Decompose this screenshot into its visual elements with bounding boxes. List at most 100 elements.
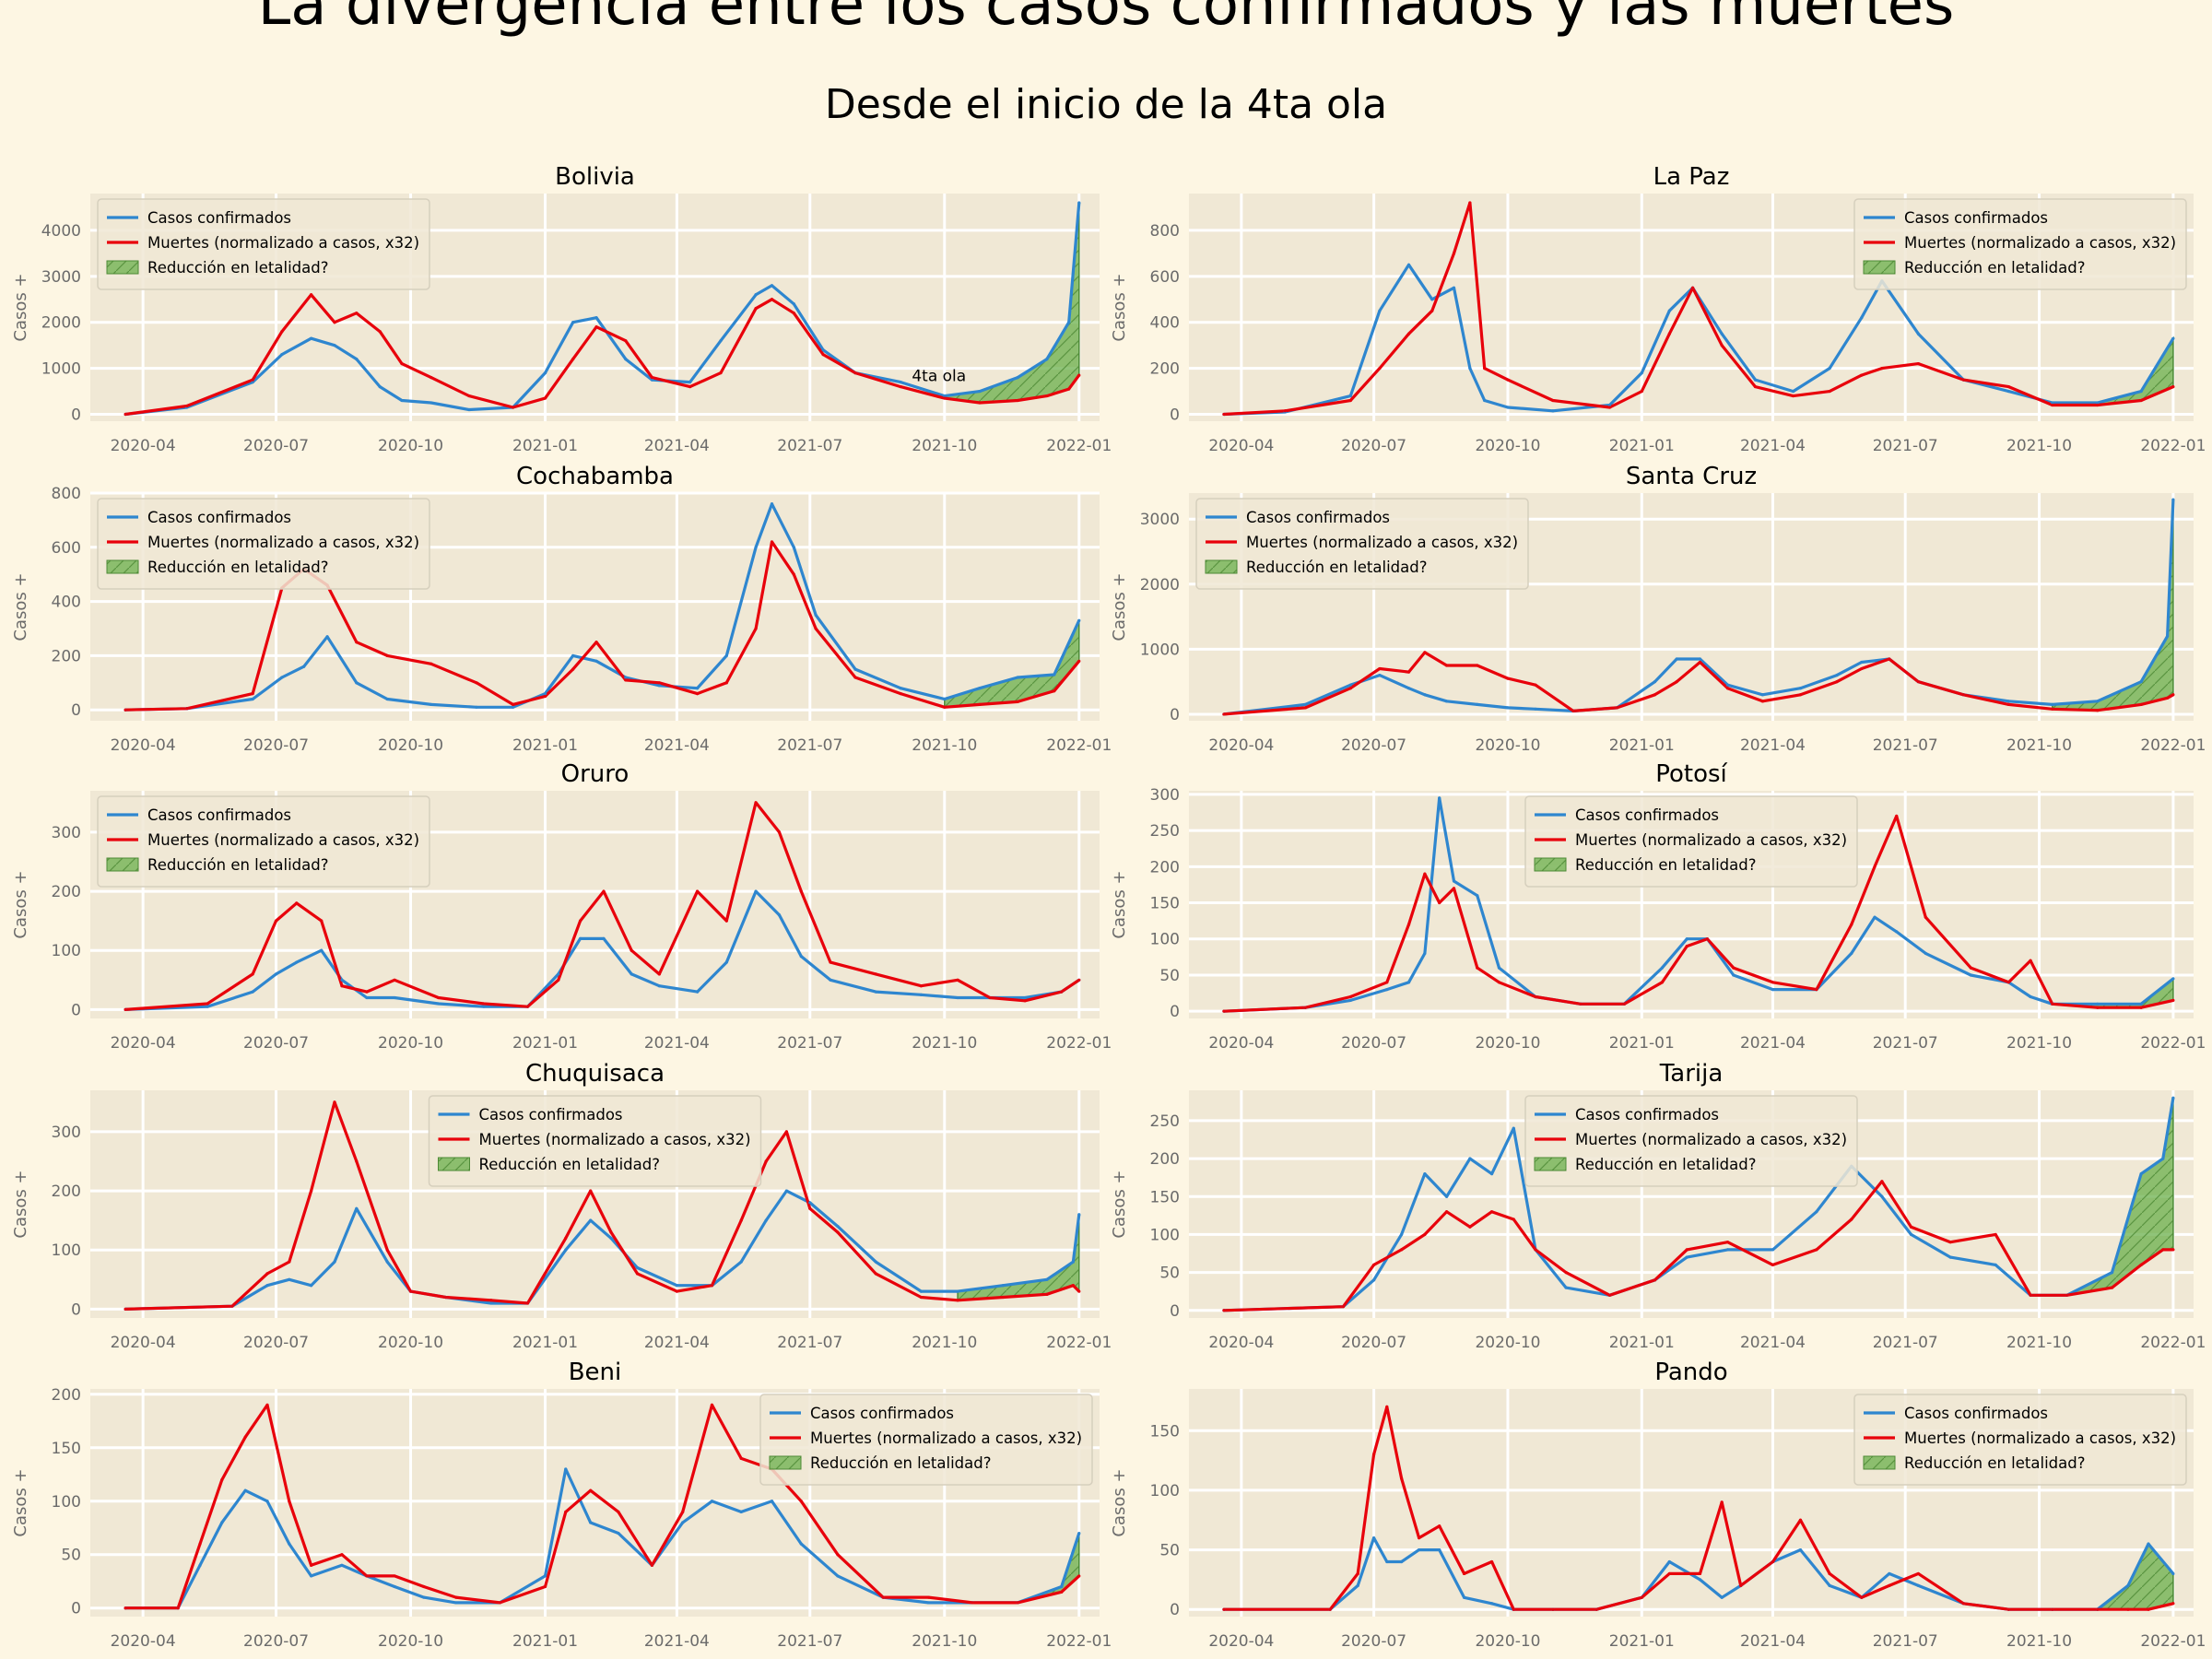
data-point-cases xyxy=(754,889,758,893)
figure-subtitle: Desde el inicio de la 4ta ola xyxy=(824,81,1388,128)
data-point-deaths xyxy=(1828,389,1831,394)
data-point-cases xyxy=(1417,1547,1421,1552)
data-point-deaths xyxy=(1640,1595,1643,1599)
data-point-cases xyxy=(2051,401,2054,405)
data-point-cases xyxy=(2006,389,2010,394)
data-point-deaths xyxy=(482,1002,486,1006)
data-point-deaths xyxy=(710,1284,714,1288)
data-point-cases xyxy=(2096,401,2100,405)
data-point-cases xyxy=(688,380,692,384)
data-point-deaths xyxy=(2065,1293,2069,1297)
data-point-cases xyxy=(1497,966,1501,970)
y-tick-label: 200 xyxy=(1150,360,1180,379)
data-point-deaths xyxy=(1385,1405,1389,1408)
data-point-cases xyxy=(2139,680,2143,684)
panel-santa-cruz: 2020-04 2020-07 2020-10 2021-01 2021-04 2021-… xyxy=(1110,463,2206,755)
data-point-deaths xyxy=(1423,651,1427,654)
data-point-deaths xyxy=(429,662,433,665)
data-point-cases xyxy=(1880,1194,1884,1198)
y-tick-label: 50 xyxy=(1159,1265,1180,1283)
data-point-cases xyxy=(836,1574,840,1578)
data-point-deaths xyxy=(1909,1225,1913,1229)
data-point-deaths xyxy=(1888,657,1891,661)
legend-item-fill-swatch xyxy=(106,559,139,574)
y-tick-label: 100 xyxy=(52,1493,81,1512)
data-point-cases xyxy=(609,1236,613,1240)
data-point-deaths xyxy=(1016,700,1019,704)
data-point-cases xyxy=(770,284,774,288)
data-point-deaths xyxy=(1348,994,1352,999)
data-point-deaths xyxy=(1067,387,1071,391)
x-tick-label: 2022-01 xyxy=(1046,437,1112,455)
data-point-cases xyxy=(1512,1126,1515,1130)
data-point-cases xyxy=(799,1542,803,1546)
x-tick-label: 2021-04 xyxy=(644,437,710,455)
legend-item-cases: Casos confirmados xyxy=(147,209,291,227)
data-point-cases xyxy=(1452,879,1456,883)
data-point-deaths xyxy=(1594,1607,1598,1611)
series-line-deaths xyxy=(124,801,1080,1011)
data-point-deaths xyxy=(675,1289,678,1293)
x-tick-label: 2021-10 xyxy=(2006,1034,2072,1053)
x-tick-label: 2022-01 xyxy=(1046,1034,1112,1053)
data-point-cases xyxy=(617,1531,620,1535)
legend-box xyxy=(97,198,430,290)
legend: Casos confirmados Muertes (normalizado a … xyxy=(1524,1095,1858,1187)
x-tick-label: 2021-04 xyxy=(644,1632,710,1651)
x-tick-label: 2021-01 xyxy=(1609,1632,1675,1651)
data-point-cases xyxy=(325,635,329,639)
data-point-cases xyxy=(1067,321,1071,324)
data-point-cases xyxy=(2171,336,2175,340)
data-point-cases xyxy=(1909,1232,1913,1237)
data-point-cases xyxy=(1534,707,1537,711)
data-point-cases xyxy=(274,972,278,976)
x-tick-label: 2021-07 xyxy=(1873,736,1938,755)
data-point-deaths xyxy=(1653,693,1657,697)
data-point-cases xyxy=(355,358,359,361)
y-axis-label: Casos + xyxy=(1110,870,1129,938)
data-point-cases xyxy=(1378,674,1382,677)
data-point-deaths xyxy=(589,1488,593,1492)
data-point-deaths xyxy=(1850,923,1853,926)
x-tick-label: 2021-01 xyxy=(512,1334,578,1352)
data-point-deaths xyxy=(2006,981,2010,984)
data-point-deaths xyxy=(926,1595,930,1599)
data-point-cases xyxy=(836,1224,840,1229)
data-point-deaths xyxy=(1430,309,1434,312)
data-point-cases xyxy=(1385,1559,1389,1564)
data-point-deaths xyxy=(1506,677,1510,680)
data-point-deaths xyxy=(1077,1574,1081,1578)
data-point-deaths xyxy=(1222,1607,1226,1611)
y-axis-label: Casos + xyxy=(11,870,30,938)
panel-chuquisaca: 2020-04 2020-07 2020-10 2021-01 2021-04 2021-… xyxy=(11,1060,1112,1352)
series-line-cases xyxy=(1223,263,2175,417)
data-point-deaths xyxy=(1607,406,1612,409)
data-point-deaths xyxy=(1732,966,1735,970)
data-point-deaths xyxy=(1969,966,1972,970)
data-point-cases xyxy=(571,653,575,658)
data-point-cases xyxy=(978,389,982,394)
data-point-deaths xyxy=(821,353,825,357)
data-point-deaths xyxy=(1438,900,1441,905)
panel-title: La Paz xyxy=(1653,163,1730,191)
y-tick-label: 100 xyxy=(1150,931,1180,949)
y-tick-label: 600 xyxy=(52,539,81,558)
data-point-cases xyxy=(2171,977,2175,981)
legend: Casos confirmados Muertes (normalizado a … xyxy=(1853,1394,2187,1486)
data-point-cases xyxy=(1348,683,1352,687)
data-point-cases xyxy=(1771,988,1775,992)
data-point-cases xyxy=(1423,693,1427,697)
data-point-deaths xyxy=(1850,1218,1853,1221)
data-point-deaths xyxy=(1753,384,1758,389)
data-point-cases xyxy=(853,667,857,671)
data-point-cases xyxy=(251,990,254,994)
data-point-deaths xyxy=(799,889,803,893)
data-point-cases xyxy=(874,990,877,994)
x-tick-label: 2020-07 xyxy=(1341,1034,1406,1053)
data-point-cases xyxy=(739,1510,743,1513)
data-point-deaths xyxy=(124,412,127,417)
data-point-deaths xyxy=(754,307,758,311)
data-point-deaths xyxy=(1060,1590,1064,1594)
data-point-cases xyxy=(1551,409,1555,413)
data-point-cases xyxy=(1372,1278,1376,1282)
